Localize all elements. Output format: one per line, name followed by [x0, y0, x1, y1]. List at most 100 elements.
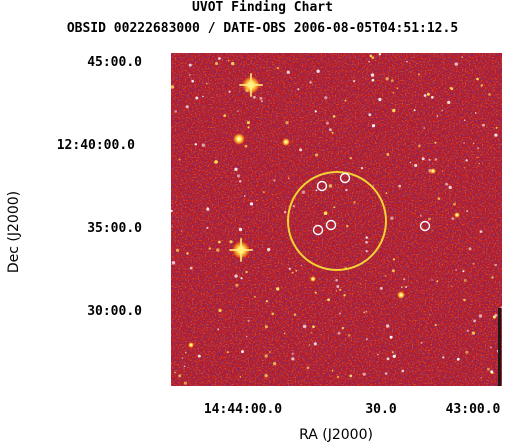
faint-star: [183, 381, 187, 385]
faint-star: [359, 283, 362, 285]
faint-star: [403, 278, 406, 281]
faint-star: [369, 54, 373, 58]
faint-star: [337, 331, 341, 335]
faint-star: [423, 127, 425, 129]
faint-star: [227, 60, 230, 62]
faint-star: [406, 60, 408, 63]
source-markers: [312, 172, 431, 236]
faint-star: [478, 314, 483, 318]
faint-star: [385, 324, 390, 328]
sky-image-svg: [171, 53, 502, 386]
faint-star: [479, 230, 483, 233]
faint-star: [218, 240, 221, 244]
faint-star: [386, 357, 390, 361]
faint-star: [441, 109, 444, 112]
faint-star: [390, 216, 394, 220]
faint-star: [302, 324, 307, 329]
faint-star: [365, 240, 368, 244]
faint-star: [423, 94, 427, 97]
bright-star: [454, 212, 460, 218]
faint-star: [477, 147, 480, 150]
faint-star: [413, 109, 416, 112]
faint-star: [465, 350, 469, 354]
faint-star: [308, 344, 311, 346]
faint-star: [450, 285, 452, 287]
faint-star: [392, 108, 396, 113]
faint-star: [500, 306, 502, 309]
faint-star: [328, 128, 332, 132]
faint-star: [482, 123, 485, 127]
faint-star: [436, 280, 439, 283]
star-field: [171, 53, 502, 385]
faint-star: [283, 332, 286, 335]
faint-star: [385, 77, 389, 81]
faint-star: [297, 88, 300, 91]
faint-star: [409, 161, 412, 164]
faint-star: [338, 312, 341, 315]
faint-star: [480, 377, 482, 379]
faint-star: [239, 180, 242, 183]
faint-star: [431, 279, 433, 281]
faint-star: [206, 226, 209, 229]
faint-star: [328, 184, 333, 188]
faint-star: [345, 189, 348, 192]
faint-star: [260, 100, 263, 103]
ra-tick-label: 14:44:00.0: [203, 402, 283, 417]
faint-star: [253, 95, 256, 99]
faint-star: [191, 79, 194, 83]
faint-star: [476, 156, 478, 159]
faint-star: [391, 79, 394, 82]
faint-star: [315, 153, 319, 157]
faint-star: [256, 199, 258, 202]
faint-star: [494, 263, 497, 267]
faint-star: [373, 185, 375, 187]
sky-image: [171, 53, 502, 386]
faint-star: [401, 286, 403, 288]
faint-star: [486, 367, 490, 371]
faint-star: [472, 262, 475, 265]
faint-star: [178, 374, 182, 378]
faint-star: [237, 110, 239, 112]
faint-star: [331, 370, 334, 372]
faint-star: [448, 185, 452, 190]
faint-star: [171, 209, 173, 213]
faint-star: [243, 195, 246, 197]
faint-star: [405, 286, 408, 288]
error-circle: [287, 171, 387, 271]
faint-star: [276, 287, 280, 291]
faint-star: [341, 326, 345, 330]
faint-star: [368, 113, 372, 117]
faint-star: [365, 250, 368, 253]
faint-star: [171, 225, 173, 228]
faint-star: [455, 269, 457, 271]
faint-star: [178, 158, 181, 161]
faint-star: [285, 121, 289, 125]
faint-star: [264, 325, 268, 329]
faint-star: [489, 346, 492, 349]
faint-star: [315, 189, 318, 192]
faint-star: [385, 192, 388, 195]
faint-star: [313, 342, 317, 346]
faint-star: [332, 115, 336, 118]
faint-star: [310, 332, 312, 334]
faint-star: [335, 279, 338, 282]
faint-star: [263, 191, 265, 194]
faint-star: [327, 298, 330, 302]
faint-star: [194, 143, 197, 146]
faint-star: [195, 96, 199, 100]
faint-star: [234, 167, 238, 171]
faint-star: [264, 354, 268, 358]
faint-star: [462, 270, 465, 273]
faint-star: [391, 269, 395, 273]
faint-star: [463, 142, 465, 144]
faint-star: [471, 331, 476, 335]
faint-star: [239, 376, 242, 378]
star-spike: [240, 238, 242, 262]
faint-star: [349, 374, 353, 378]
faint-star: [428, 158, 431, 161]
faint-star: [410, 71, 412, 73]
faint-star: [312, 325, 315, 329]
faint-star: [360, 167, 364, 170]
faint-star: [429, 314, 431, 316]
faint-star: [391, 351, 394, 353]
